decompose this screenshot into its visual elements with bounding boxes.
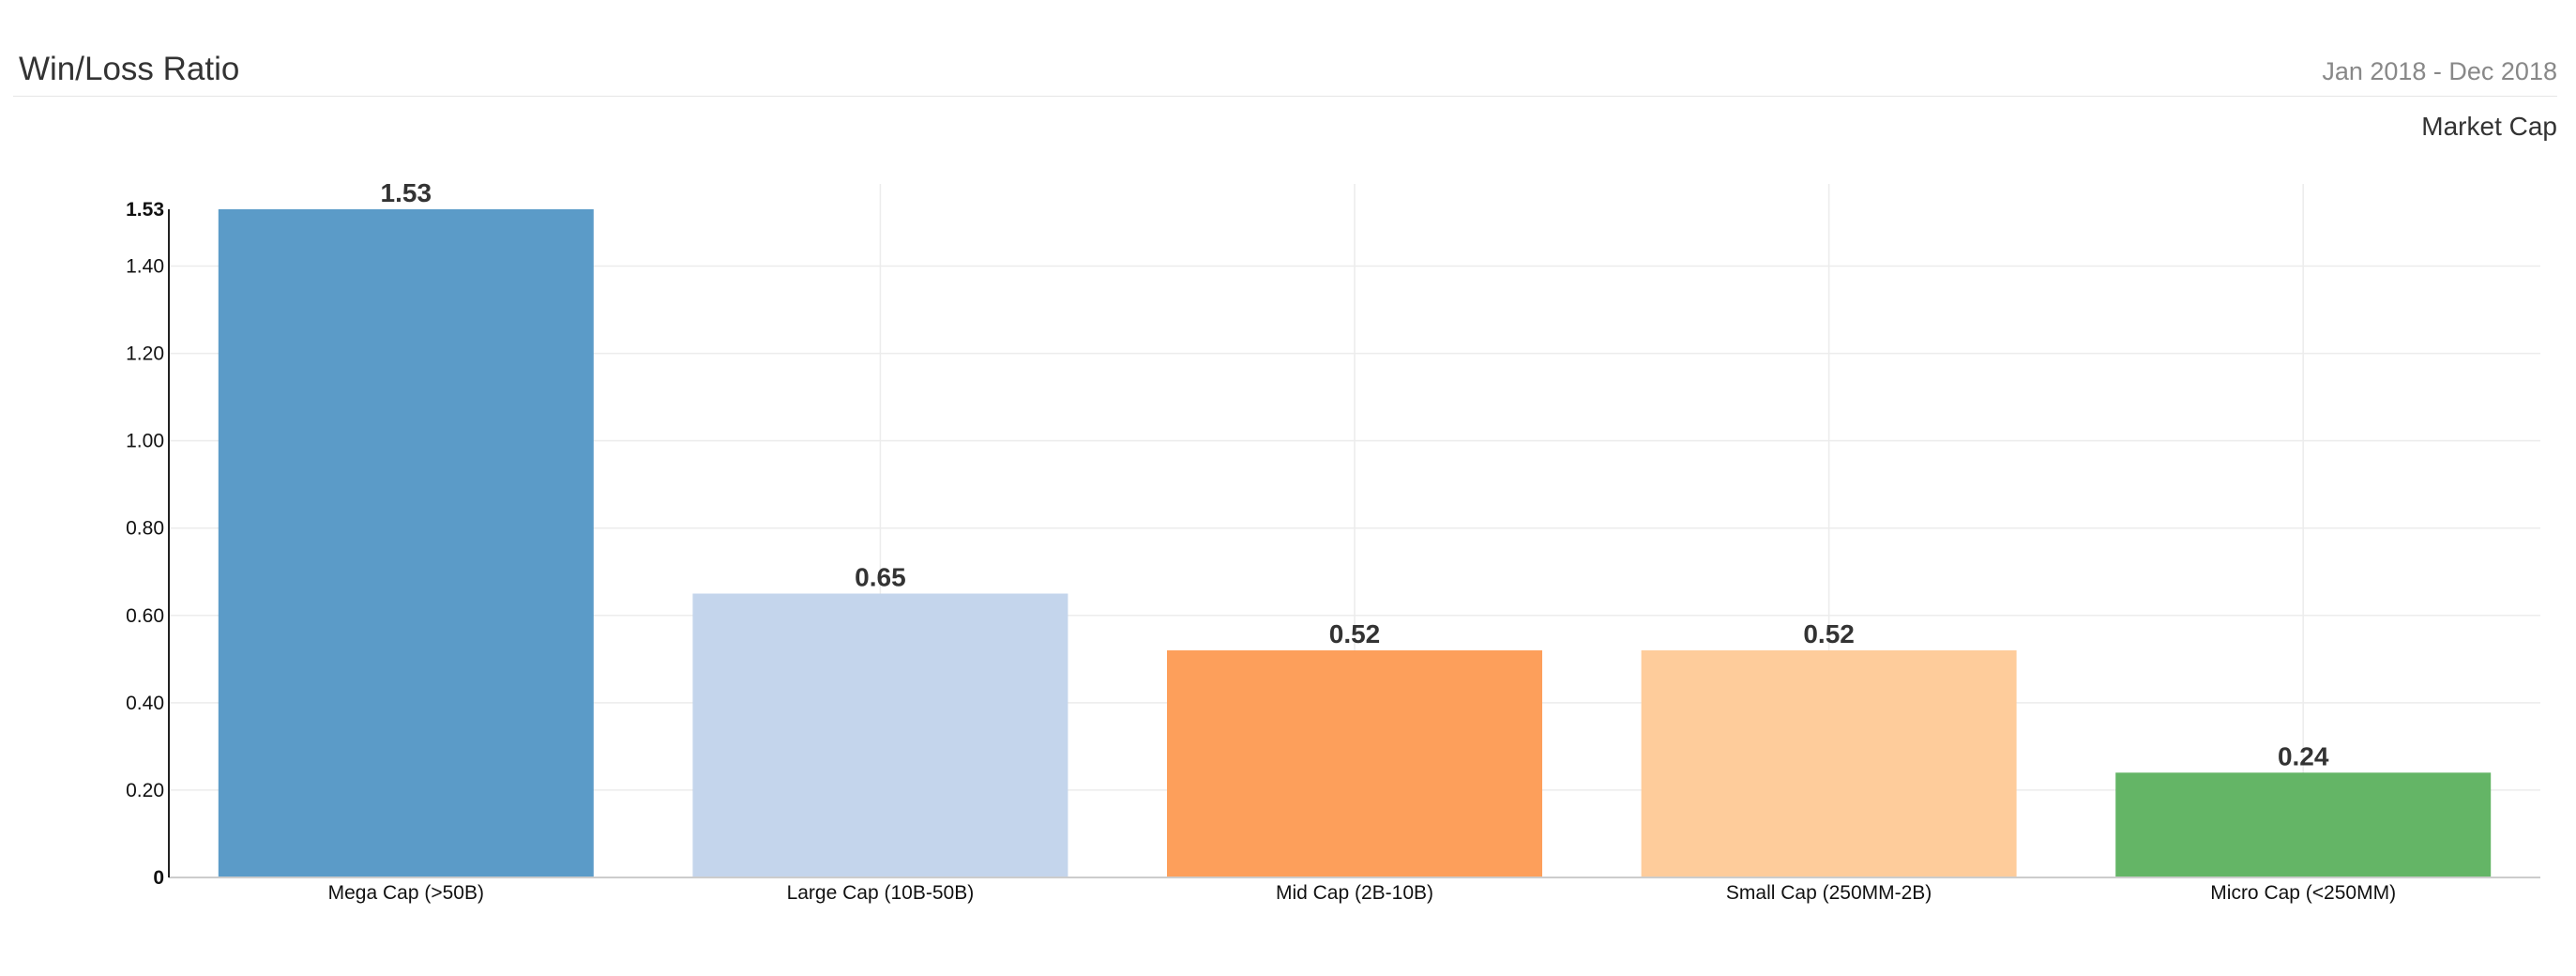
bar-value-label: 0.52	[1803, 619, 1855, 648]
y-tick-label: 1.40	[126, 255, 164, 277]
y-tick-label: 1.20	[126, 343, 164, 365]
y-tick-label: 0.80	[126, 518, 164, 540]
chart-title: Win/Loss Ratio	[19, 51, 240, 87]
bar	[218, 209, 594, 877]
bar	[1167, 650, 1542, 877]
bar	[2115, 772, 2492, 877]
y-tick-label: 0.20	[126, 780, 164, 801]
y-tick-label: 0	[153, 867, 164, 889]
x-tick-label: Mid Cap (2B-10B)	[1276, 882, 1433, 904]
x-tick-label: Micro Cap (<250MM)	[2210, 882, 2396, 904]
bar-value-label: 0.52	[1329, 619, 1381, 648]
chart-subtitle: Market Cap	[2421, 112, 2557, 141]
date-range-label: Jan 2018 - Dec 2018	[2322, 57, 2557, 85]
y-tick-label: 1.53	[126, 199, 164, 221]
bar-value-label: 0.65	[855, 563, 906, 592]
chart-header: Win/Loss Ratio Jan 2018 - Dec 2018	[13, 38, 2557, 97]
y-tick-label: 1.00	[126, 431, 164, 452]
y-tick-label: 0.60	[126, 605, 164, 627]
x-tick-label: Small Cap (250MM-2B)	[1726, 882, 1932, 904]
bar	[1641, 650, 2017, 877]
x-tick-label: Mega Cap (>50B)	[328, 882, 484, 904]
x-tick-label: Large Cap (10B-50B)	[787, 882, 975, 904]
bar-value-label: 1.53	[381, 178, 432, 207]
bar-value-label: 0.24	[2278, 741, 2329, 770]
y-tick-label: 0.40	[126, 693, 164, 714]
bar	[692, 593, 1068, 877]
